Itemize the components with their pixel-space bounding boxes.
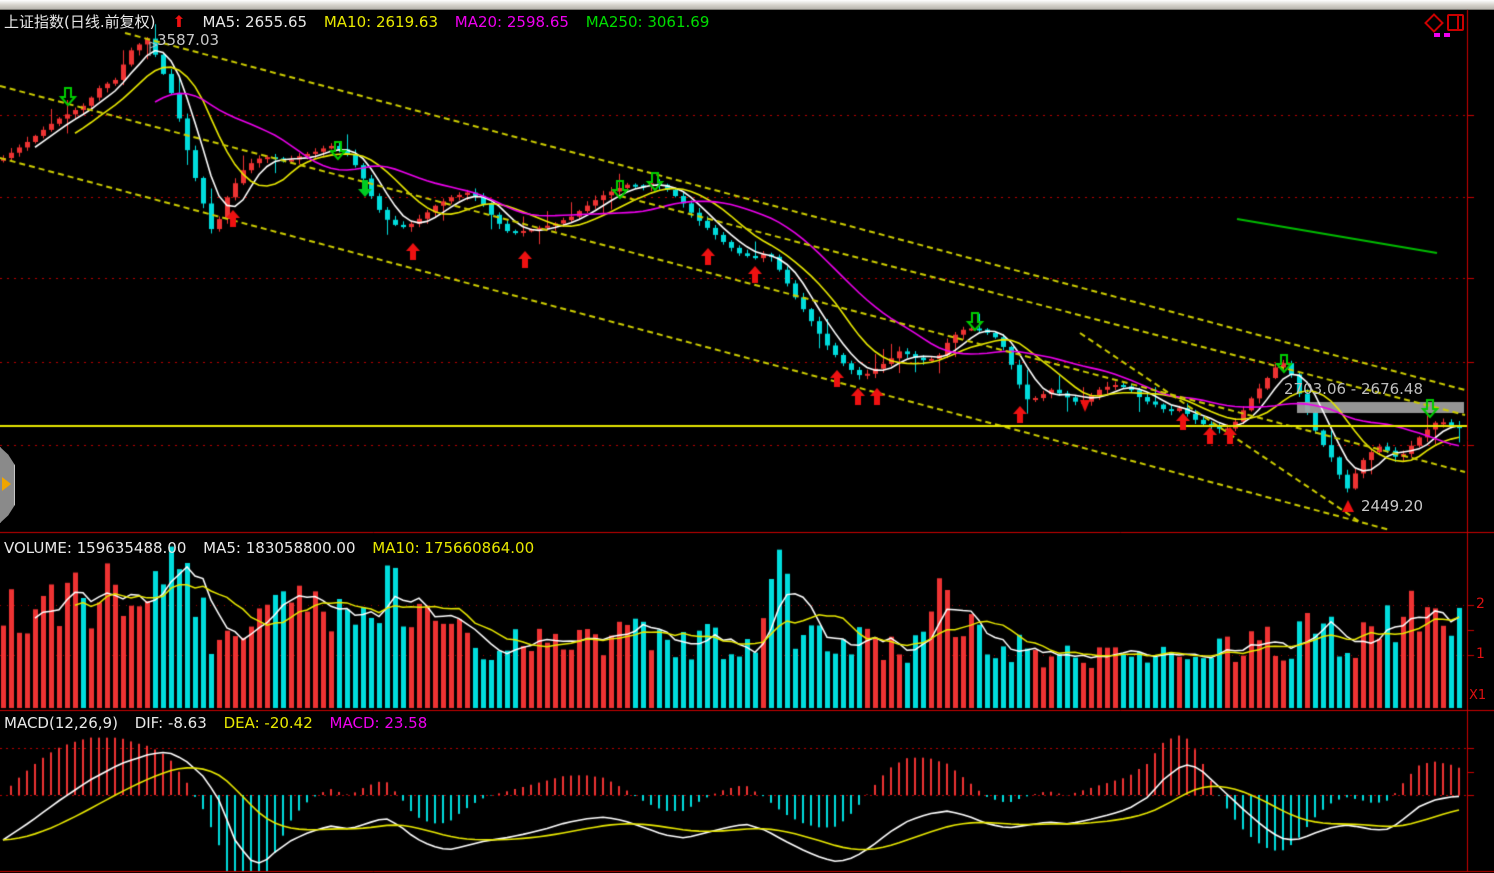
ma20-value: MA20: 2598.65 (454, 13, 569, 31)
window-split-divider (1457, 16, 1460, 29)
expand-arrow-icon (2, 477, 11, 491)
macd-value: MACD: 23.58 (329, 714, 428, 732)
instrument-title: 上证指数(日线.前复权) (4, 13, 156, 31)
volume-legend: VOLUME: 159635488.00 MA5: 183058800.00 M… (4, 539, 546, 557)
volume-ma5-value: MA5: 183058800.00 (203, 539, 356, 557)
dea-value: DEA: -20.42 (223, 714, 313, 732)
high-price-label: 3587.03 (157, 31, 220, 49)
window-split-icon[interactable] (1447, 14, 1464, 31)
magenta-dash-icon (1444, 33, 1450, 37)
low-price-label: 2449.20 (1361, 497, 1424, 515)
main-chart-legend: 上证指数(日线.前复权) ⬆ MA5: 2655.65 MA10: 2619.6… (4, 11, 721, 32)
up-arrow-icon: ⬆ (172, 12, 186, 31)
magenta-dash-icon (1434, 33, 1440, 37)
gap-range-label: 2703.06 - 2676.48 (1284, 380, 1424, 398)
volume-axis-tick-1: 1 (1476, 646, 1485, 662)
macd-legend: MACD(12,26,9) DIF: -8.63 DEA: -20.42 MAC… (4, 714, 439, 732)
ma10-value: MA10: 2619.63 (323, 13, 438, 31)
volume-axis-tick-2: 2 (1476, 596, 1485, 612)
volume-axis-multiplier: X1 (1469, 688, 1487, 703)
ma5-value: MA5: 2655.65 (202, 13, 308, 31)
ma250-value: MA250: 3061.69 (585, 13, 710, 31)
macd-title: MACD(12,26,9) (4, 714, 118, 732)
dif-value: DIF: -8.63 (134, 714, 207, 732)
volume-ma10-value: MA10: 175660864.00 (372, 539, 535, 557)
volume-value: VOLUME: 159635488.00 (4, 539, 187, 557)
